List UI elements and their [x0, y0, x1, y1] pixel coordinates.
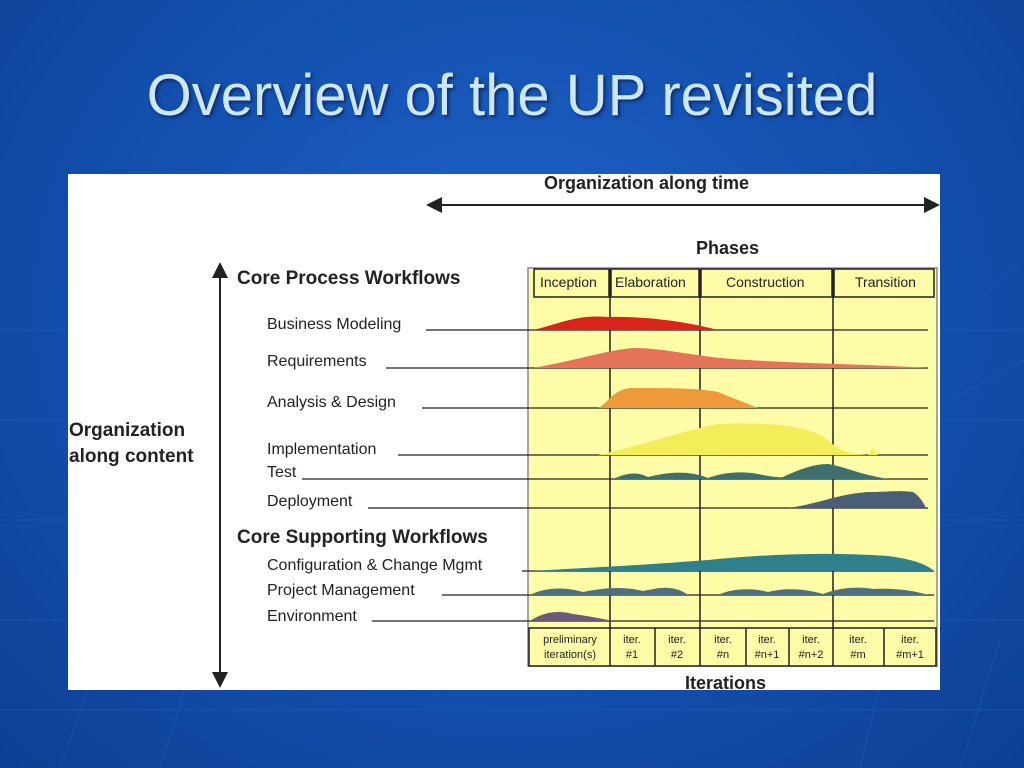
curve-config-change [530, 553, 934, 571]
workflow-requirements: Requirements [267, 353, 367, 370]
curve-business-modeling [533, 316, 718, 330]
grid-background [527, 267, 938, 667]
core-process-heading: Core Process Workflows [237, 268, 461, 289]
iteration-n1-line1: iter. [758, 634, 776, 646]
workflow-test: Test [267, 464, 297, 481]
curve-requirements [533, 348, 928, 368]
workflow-config-change: Configuration & Change Mgmt [267, 557, 483, 574]
slide-title: Overview of the UP revisited [146, 63, 878, 128]
workflow-effort-curves [530, 316, 934, 621]
curve-environment [530, 612, 613, 621]
iteration-n-line2: #n [717, 649, 729, 661]
phase-header-row: Inception Elaboration Construction Trans… [533, 268, 935, 298]
iteration-n2-line1: iter. [802, 634, 820, 646]
curve-project-mgmt [530, 587, 928, 595]
workflow-labels: Business Modeling Requirements Analysis … [267, 316, 483, 625]
workflow-business-modeling: Business Modeling [267, 316, 401, 333]
workflow-environment: Environment [267, 608, 357, 625]
curve-deployment [788, 491, 926, 508]
iteration-2-line2: #2 [671, 649, 683, 661]
iteration-n1-line2: #n+1 [755, 649, 780, 661]
iteration-1-line2: #1 [626, 649, 638, 661]
iteration-m-line1: iter. [849, 634, 867, 646]
workflow-analysis-design: Analysis & Design [267, 394, 396, 411]
curve-implementation [598, 423, 928, 455]
iterations-label: Iterations [685, 673, 766, 690]
iteration-1-line1: iter. [623, 634, 641, 646]
iteration-m1-line1: iter. [901, 634, 919, 646]
iteration-preliminary-line1: preliminary [543, 634, 597, 646]
phases-title: Phases [696, 238, 759, 258]
phase-label-inception: Inception [540, 274, 597, 290]
core-supporting-heading: Core Supporting Workflows [237, 527, 488, 548]
workflow-deployment: Deployment [267, 493, 353, 510]
content-axis-label-line2: along content [69, 446, 194, 467]
time-axis-label: Organization along time [544, 174, 749, 193]
phase-label-transition: Transition [855, 274, 916, 290]
iteration-2-line1: iter. [668, 634, 686, 646]
iteration-row: preliminary iteration(s) iter. #1 iter. … [528, 627, 937, 667]
iteration-preliminary-line2: iteration(s) [544, 649, 596, 661]
content-axis-label-line1: Organization [69, 420, 185, 441]
iteration-m1-line2: #m+1 [896, 649, 924, 661]
phase-label-construction: Construction [726, 274, 805, 290]
iteration-n-line1: iter. [714, 634, 732, 646]
workflow-implementation: Implementation [267, 441, 376, 458]
iteration-n2-line2: #n+2 [799, 649, 824, 661]
up-overview-diagram: Organization along time Organization alo… [68, 174, 940, 690]
phase-label-elaboration: Elaboration [615, 274, 686, 290]
workflow-project-mgmt: Project Management [267, 582, 415, 599]
curve-test [613, 464, 888, 479]
curve-analysis-design [598, 388, 758, 408]
iteration-m-line2: #m [850, 649, 865, 661]
